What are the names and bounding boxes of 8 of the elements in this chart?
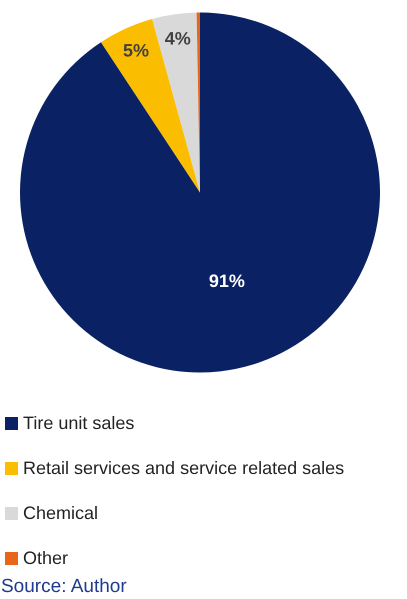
- data-label: 91%: [208, 271, 245, 292]
- data-label: 5%: [123, 40, 150, 60]
- source-note: Source: Author: [1, 576, 127, 598]
- legend-label: Retail services and service related sales: [23, 458, 344, 478]
- legend-label: Tire unit sales: [23, 412, 134, 434]
- legend-label: Other: [23, 548, 68, 568]
- legend-label: Chemical: [23, 502, 98, 524]
- data-label: 4%: [164, 28, 191, 48]
